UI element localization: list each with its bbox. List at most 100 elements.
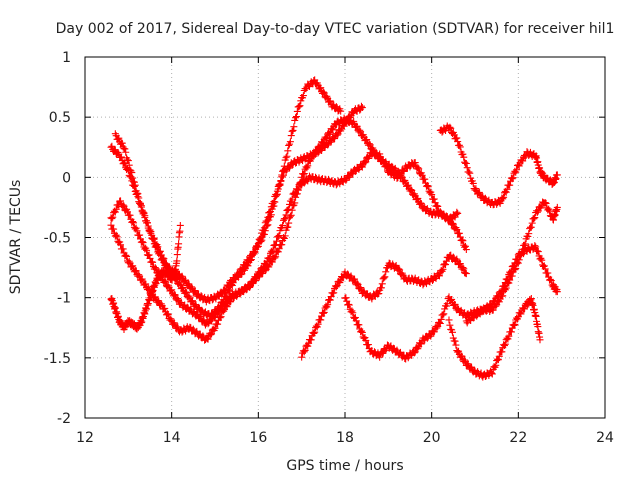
data-point xyxy=(461,158,469,166)
data-point xyxy=(526,225,534,233)
data-point xyxy=(440,310,448,318)
data-point xyxy=(188,283,196,291)
data-point xyxy=(142,280,150,288)
data-point xyxy=(455,141,463,149)
data-point xyxy=(207,331,215,339)
data-point xyxy=(517,310,525,318)
data-point xyxy=(214,309,222,317)
data-point xyxy=(453,134,461,142)
data-point xyxy=(539,261,547,269)
data-point xyxy=(299,92,307,100)
data-point xyxy=(295,103,303,111)
data-point xyxy=(130,178,138,186)
data-point xyxy=(375,290,383,298)
data-point xyxy=(519,245,527,253)
data-point xyxy=(311,328,319,336)
data-point xyxy=(493,357,501,365)
data-point xyxy=(541,265,549,273)
data-point xyxy=(131,225,139,233)
data-point xyxy=(292,193,300,201)
data-point xyxy=(156,247,164,255)
y-tick-label-6: -2 xyxy=(57,411,71,427)
data-point xyxy=(163,283,171,291)
data-point xyxy=(168,286,176,294)
data-point xyxy=(317,84,325,92)
data-point xyxy=(447,124,455,132)
data-point xyxy=(324,301,332,309)
data-point xyxy=(274,248,282,256)
data-point xyxy=(363,135,371,143)
data-point xyxy=(358,132,366,140)
x-tick-label-3: 18 xyxy=(336,430,354,446)
data-point xyxy=(511,266,519,274)
x-tick-label-4: 20 xyxy=(423,430,441,446)
data-point xyxy=(122,148,130,156)
data-point xyxy=(460,153,468,161)
data-point xyxy=(335,106,343,114)
data-point xyxy=(404,181,412,189)
data-point xyxy=(397,172,405,180)
data-point xyxy=(149,234,157,242)
data-point xyxy=(176,221,184,229)
data-point xyxy=(117,153,125,161)
data-point xyxy=(323,134,331,142)
data-point xyxy=(137,202,145,210)
data-point xyxy=(411,159,419,167)
data-point xyxy=(500,341,508,349)
data-point xyxy=(117,197,125,205)
data-point xyxy=(277,177,285,185)
data-point xyxy=(324,141,332,149)
data-point xyxy=(431,199,439,207)
data-point xyxy=(349,108,357,116)
data-point xyxy=(459,150,467,158)
data-point xyxy=(357,105,365,113)
data-point xyxy=(430,328,438,336)
data-point xyxy=(544,206,552,214)
data-point xyxy=(258,236,266,244)
data-point xyxy=(131,181,139,189)
data-point xyxy=(531,242,539,250)
data-point xyxy=(298,173,306,181)
data-point xyxy=(424,183,432,191)
data-point xyxy=(261,227,269,235)
data-point xyxy=(286,212,294,220)
series-trace-5 xyxy=(107,221,184,334)
data-point xyxy=(352,317,360,325)
data-point xyxy=(125,161,133,169)
data-point xyxy=(278,241,286,249)
data-point xyxy=(453,226,461,234)
data-point xyxy=(534,248,542,256)
data-point xyxy=(113,233,121,241)
data-point xyxy=(358,163,366,171)
data-point xyxy=(297,178,305,186)
data-point xyxy=(434,202,442,210)
data-point xyxy=(179,283,187,291)
data-point xyxy=(273,237,281,245)
axis-ticks: 12 14 16 18 20 22 24 1 0.5 0 -0.5 -1 -1.5 -2 xyxy=(44,50,614,446)
data-point xyxy=(267,247,275,255)
data-point xyxy=(322,302,330,310)
data-point xyxy=(423,182,431,190)
data-point xyxy=(322,94,330,102)
data-point xyxy=(335,277,343,285)
data-point xyxy=(520,305,528,313)
data-point xyxy=(117,241,125,249)
data-point xyxy=(160,305,168,313)
data-point xyxy=(426,189,434,197)
data-series xyxy=(107,76,561,381)
data-point xyxy=(349,309,357,317)
data-point xyxy=(330,289,338,297)
data-point xyxy=(509,174,517,182)
y-tick-label-3: -0.5 xyxy=(44,231,71,247)
data-point xyxy=(251,248,259,256)
data-point xyxy=(119,245,127,253)
data-point xyxy=(536,336,544,344)
data-point xyxy=(217,313,225,321)
data-point xyxy=(492,361,500,369)
data-point xyxy=(505,332,513,340)
data-point xyxy=(516,251,524,259)
data-point xyxy=(290,123,298,131)
data-point xyxy=(333,131,341,139)
data-point xyxy=(519,157,527,165)
